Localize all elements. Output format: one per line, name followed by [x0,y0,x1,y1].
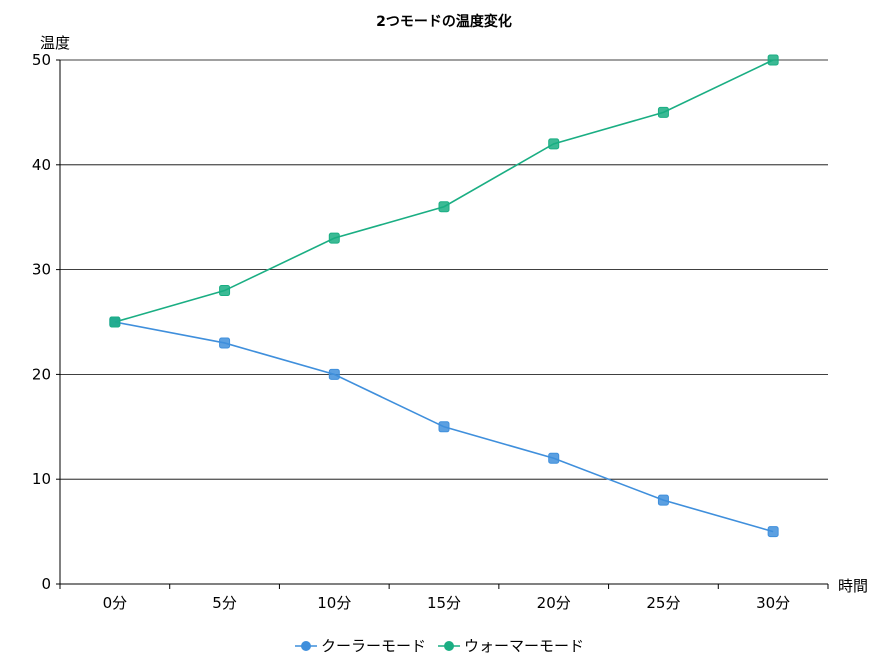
gridlines [60,59,828,480]
data-point [438,421,450,433]
data-point [548,138,560,150]
x-tick-label: 5分 [212,594,237,612]
y-tick-label: 0 [41,575,51,593]
x-tick-label: 15分 [427,594,461,612]
data-point [657,494,669,506]
x-axis-label: 時間 [838,577,868,595]
x-tick-label: 20分 [537,594,571,612]
y-tick-label: 40 [32,156,51,174]
x-tick-label: 25分 [646,594,680,612]
data-point [109,316,121,328]
x-tick-label: 0分 [103,594,128,612]
legend: クーラーモード ウォーマーモード [295,637,584,655]
legend-marker [301,641,311,651]
data-point [548,452,560,464]
data-point [219,337,231,349]
y-tick-label: 20 [32,365,51,383]
y-tick-label: 30 [32,261,51,279]
y-tick-label: 10 [32,470,51,488]
data-point [328,232,340,244]
series-group [109,54,779,538]
data-point [438,201,450,213]
y-axis-label: 温度 [40,34,70,52]
data-point [657,106,669,118]
x-tick-label: 10分 [317,594,351,612]
x-tick-label: 30分 [756,594,790,612]
y-ticks: 0 10 20 30 40 50 [32,51,60,593]
series-line [114,59,774,323]
data-point [219,285,231,297]
legend-marker [444,641,455,651]
chart-title: 2つモードの温度変化 [376,13,512,30]
axes [59,60,828,585]
legend-label: クーラーモード [321,637,426,655]
legend-label: ウォーマーモード [464,637,584,655]
data-point [328,368,340,380]
x-ticks: 0分 5分 10分 15分 20分 25分 30分 [59,584,829,612]
data-point [767,54,779,66]
data-point [767,526,779,538]
y-tick-label: 50 [32,51,51,69]
